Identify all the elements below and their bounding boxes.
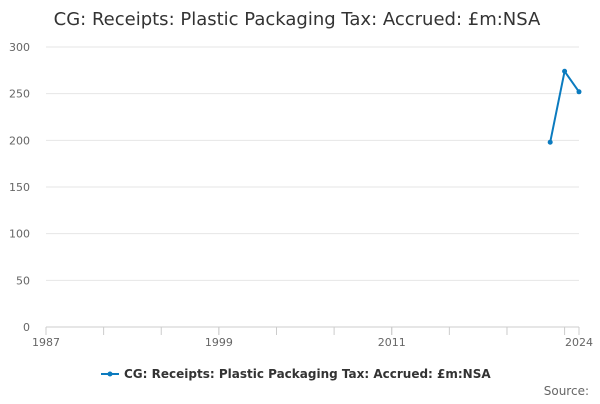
y-tick-label: 200 bbox=[9, 134, 30, 147]
series-line bbox=[549, 70, 580, 143]
legend: CG: Receipts: Plastic Packaging Tax: Acc… bbox=[101, 367, 491, 381]
chart-title: CG: Receipts: Plastic Packaging Tax: Acc… bbox=[54, 9, 541, 30]
x-tick-label: 1987 bbox=[32, 336, 60, 349]
axes: 0 50 100 150 200 250 300 1987 1999 2011 2024 bbox=[9, 41, 593, 349]
y-tick-label: 100 bbox=[9, 228, 30, 241]
source-label: Source: bbox=[544, 384, 589, 398]
data-point[interactable] bbox=[576, 89, 582, 95]
x-tick-label: 1999 bbox=[205, 336, 233, 349]
legend-swatch-marker bbox=[107, 371, 113, 377]
y-tick-label: 0 bbox=[23, 321, 30, 334]
gridlines bbox=[46, 46, 579, 281]
data-point[interactable] bbox=[562, 68, 568, 74]
y-tick-label: 250 bbox=[9, 88, 30, 101]
x-tick-label: 2011 bbox=[378, 336, 406, 349]
legend-label: CG: Receipts: Plastic Packaging Tax: Acc… bbox=[124, 367, 491, 381]
y-tick-label: 150 bbox=[9, 181, 30, 194]
y-tick-label: 50 bbox=[16, 274, 30, 287]
data-point[interactable] bbox=[547, 139, 553, 145]
y-tick-label: 300 bbox=[9, 41, 30, 54]
x-tick-label: 2024 bbox=[565, 336, 593, 349]
series-layer bbox=[547, 68, 582, 145]
